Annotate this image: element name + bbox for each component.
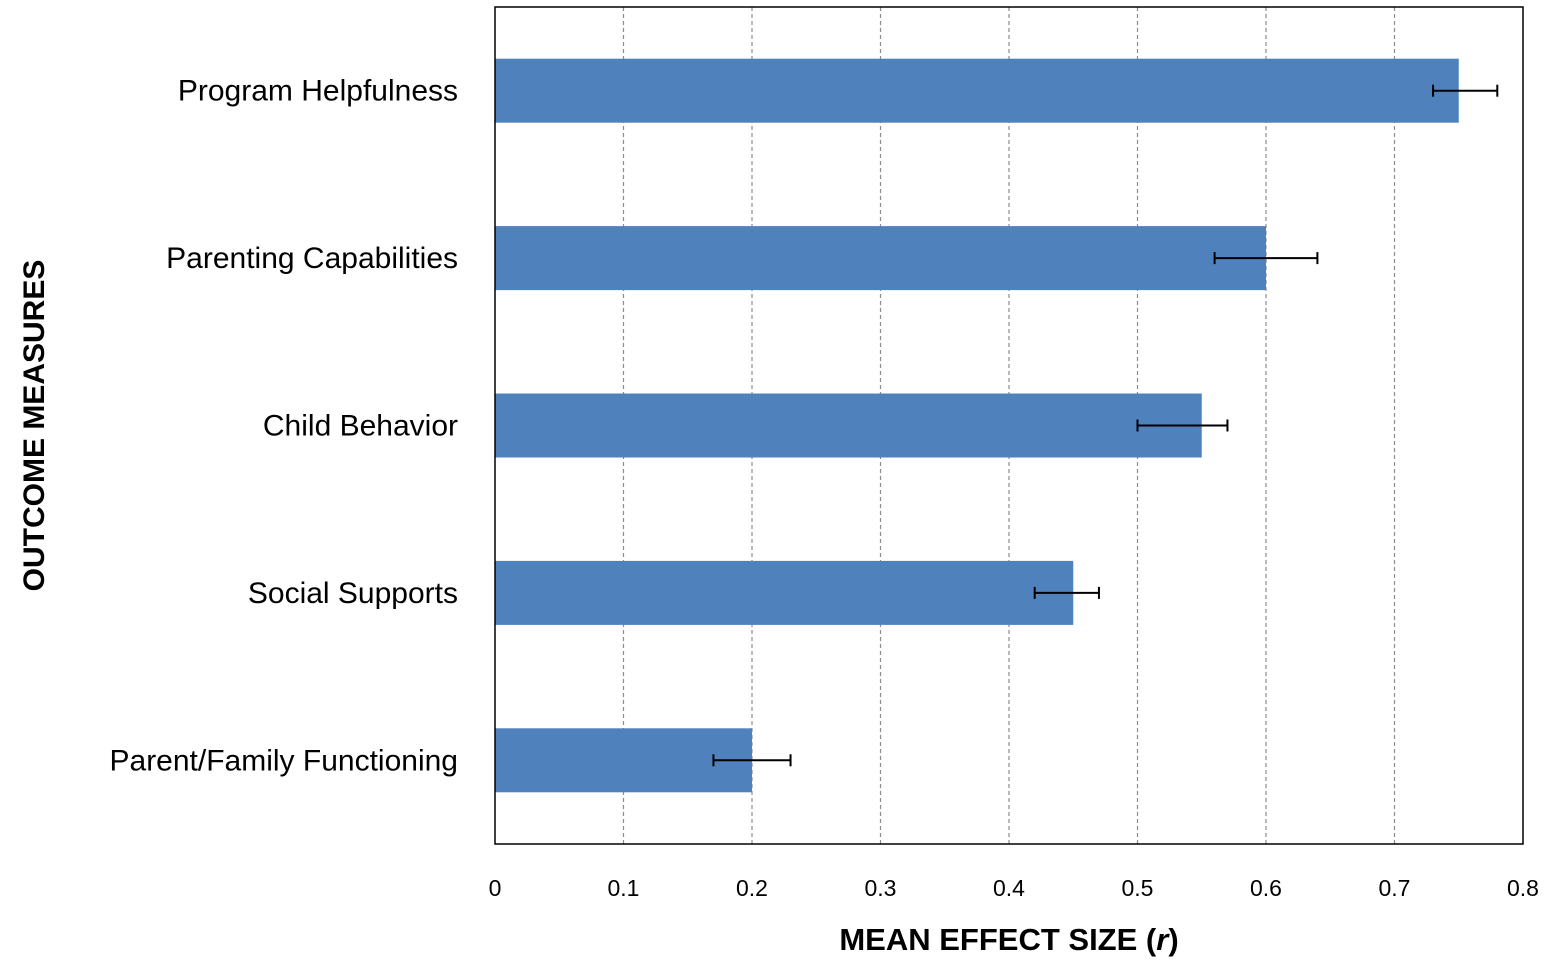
bars	[495, 58, 1459, 793]
x-tick-label: 0.6	[1250, 875, 1282, 901]
category-labels: Program Helpfulness Parenting Capabilitie…	[110, 75, 459, 778]
error-bar	[712, 754, 792, 767]
y-axis-title: OUTCOME MEASURES	[18, 260, 51, 592]
x-axis-title-italic: r	[1156, 922, 1170, 957]
x-tick-label: 0.3	[865, 875, 897, 901]
error-bar	[1432, 84, 1499, 97]
plot-frame	[494, 6, 1524, 845]
bar	[495, 393, 1202, 458]
x-tick-label: 0.7	[1379, 875, 1411, 901]
x-axis-title-main: MEAN EFFECT SIZE (	[839, 922, 1157, 957]
error-bar	[1213, 252, 1319, 265]
x-tick-label: 0.8	[1507, 875, 1539, 901]
error-bars	[712, 84, 1499, 767]
x-tick-label: 0.4	[993, 875, 1025, 901]
x-axis-title: MEAN EFFECT SIZE (r)	[839, 922, 1178, 957]
x-tick-label: 0.1	[608, 875, 640, 901]
x-tick-label: 0.5	[1122, 875, 1154, 901]
x-tick-label: 0.2	[736, 875, 768, 901]
category-label: Parent/Family Functioning	[110, 744, 459, 777]
error-bar	[1033, 586, 1100, 599]
category-label: Social Supports	[248, 577, 458, 610]
category-label: Program Helpfulness	[178, 75, 458, 108]
category-label: Child Behavior	[263, 410, 458, 443]
bar	[495, 560, 1074, 625]
x-tick-labels: 0 0.1 0.2 0.3 0.4 0.5 0.6 0.7 0.8	[489, 875, 1539, 901]
x-axis-title-suffix: )	[1168, 922, 1178, 957]
bar	[495, 58, 1459, 123]
error-bar	[1136, 419, 1229, 432]
category-label: Parenting Capabilities	[166, 242, 458, 275]
bar	[495, 728, 752, 793]
bar	[495, 226, 1266, 291]
x-tick-label: 0	[489, 875, 502, 901]
